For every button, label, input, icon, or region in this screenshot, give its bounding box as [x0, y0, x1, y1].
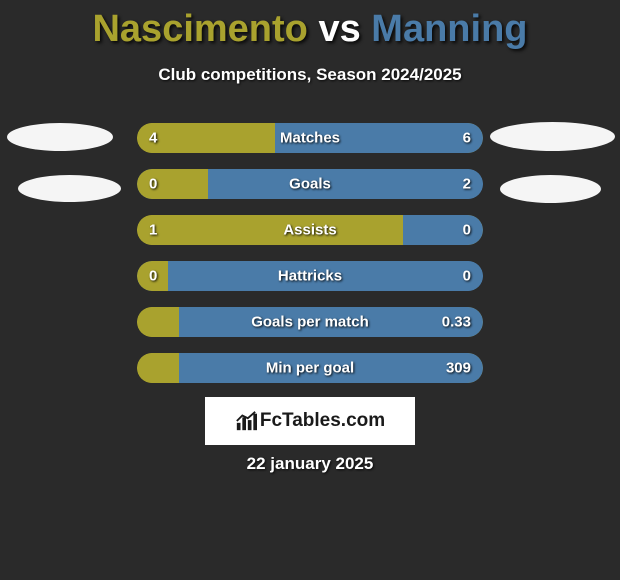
stat-label: Matches — [280, 130, 340, 147]
team-badge-ellipse — [490, 122, 615, 151]
comparison-title: Nascimento vs Manning — [0, 0, 620, 51]
stat-value-player2: 6 — [463, 130, 471, 147]
stat-row: Hattricks 0 0 — [137, 261, 483, 291]
stat-value-player2: 0 — [463, 222, 471, 239]
subtitle: Club competitions, Season 2024/2025 — [0, 65, 620, 85]
stats-container: Matches46Goals02Assists10Hattricks00Goal… — [137, 123, 483, 399]
stat-label: Hattricks — [278, 268, 342, 285]
stat-value-player2: 0.33 — [442, 314, 471, 331]
stat-label: Assists — [283, 222, 336, 239]
team-badge-ellipse — [7, 123, 113, 151]
stat-row: Min per goal 309 — [137, 353, 483, 383]
stat-value-player1: 1 — [149, 222, 157, 239]
stat-value-player2: 309 — [446, 360, 471, 377]
stat-row: Goals 0 2 — [137, 169, 483, 199]
stat-value-player1: 0 — [149, 268, 157, 285]
bar-player1 — [137, 307, 179, 337]
watermark-text: FcTables.com — [260, 410, 385, 432]
bar-player1 — [137, 215, 403, 245]
team-badge-ellipse — [18, 175, 121, 202]
bar-player2 — [403, 215, 483, 245]
bar-player2 — [208, 169, 483, 199]
stat-value-player2: 0 — [463, 268, 471, 285]
team-badge-ellipse — [500, 175, 601, 203]
stat-row: Goals per match 0.33 — [137, 307, 483, 337]
stat-value-player2: 2 — [463, 176, 471, 193]
stat-label: Goals per match — [251, 314, 369, 331]
bar-player1 — [137, 123, 275, 153]
stat-label: Min per goal — [266, 360, 354, 377]
vs-text: vs — [318, 8, 360, 50]
player1-name: Nascimento — [92, 8, 307, 50]
bar-player1 — [137, 169, 208, 199]
stat-row: Matches 4 6 — [137, 123, 483, 153]
date-text: 22 january 2025 — [0, 454, 620, 474]
bar-player1 — [137, 353, 179, 383]
stat-value-player1: 4 — [149, 130, 157, 147]
stat-label: Goals — [289, 176, 331, 193]
stat-value-player1: 0 — [149, 176, 157, 193]
stat-row: Assists 1 0 — [137, 215, 483, 245]
chart-icon — [235, 410, 257, 432]
player2-name: Manning — [371, 8, 527, 50]
watermark-logo: FcTables.com — [205, 397, 415, 445]
